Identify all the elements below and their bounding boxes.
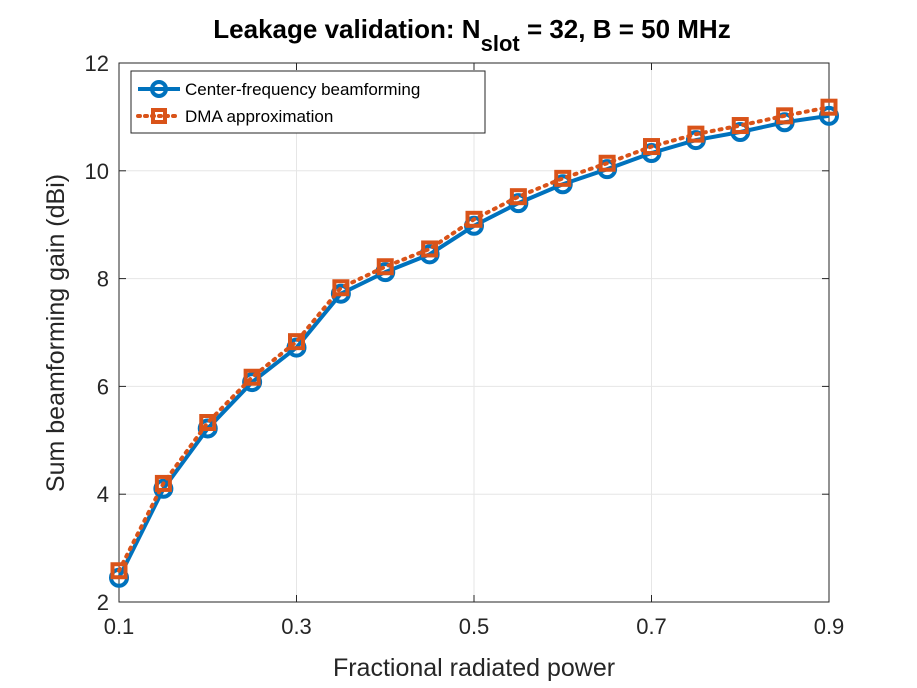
chart-title-subscript: slot [481,31,521,56]
chart-title-suffix: = 32, B = 50 MHz [520,14,731,44]
y-tick-label: 10 [85,159,109,184]
data-point-dma [243,368,261,386]
y-tick-label: 4 [97,482,109,507]
data-point-dma [110,562,128,580]
legend-box [130,70,486,134]
legend-label-dma: DMA approximation [185,107,333,126]
data-point-dma [820,98,838,116]
y-tick-label: 8 [97,267,109,292]
data-point-dma [421,240,439,258]
y-tick-label: 6 [97,374,109,399]
data-point-dma [776,107,794,125]
legend-item-dma: DMA approximation [136,107,333,126]
data-point-center-frequency [819,105,839,126]
y-tick-label: 2 [97,590,109,615]
series-dma [110,98,838,580]
data-point-dma [199,414,217,432]
ticks-layer: 0.1 0.3 0.5 0.7 0.9 2 4 6 8 10 12 [85,51,845,639]
legend-item-center-frequency: Center-frequency beamforming [138,80,420,99]
data-point-dma [554,169,572,187]
data-point-dma [154,474,172,492]
data-point-dma [643,138,660,156]
series-layer [109,98,839,588]
data-point-dma [332,279,350,297]
x-tick-label: 0.7 [636,614,667,639]
y-axis-title: Sum beamforming gain (dBi) [42,174,70,492]
x-tick-label: 0.3 [281,614,312,639]
data-point-dma [288,333,305,351]
y-tick-label: 12 [85,51,109,76]
chart-title: Leakage validation: Nslot = 32, B = 50 M… [213,14,730,56]
data-point-dma [598,154,616,172]
data-point-dma [376,258,394,276]
x-tick-label: 0.5 [459,614,490,639]
data-point-dma [731,117,749,135]
data-point-dma [465,210,483,228]
legend: Center-frequency beamforming DMA approxi… [130,70,486,134]
data-point-dma [687,125,705,143]
x-tick-label: 0.9 [814,614,845,639]
legend-label-center-frequency: Center-frequency beamforming [185,80,420,99]
chart-title-prefix: Leakage validation: N [213,14,480,44]
x-axis-title: Fractional radiated power [333,654,615,682]
data-point-dma [509,188,527,206]
legend-marker-dma [151,108,167,124]
legend-marker-center-frequency [150,80,168,98]
x-tick-label: 0.1 [104,614,135,639]
series-line-dma [117,105,831,573]
